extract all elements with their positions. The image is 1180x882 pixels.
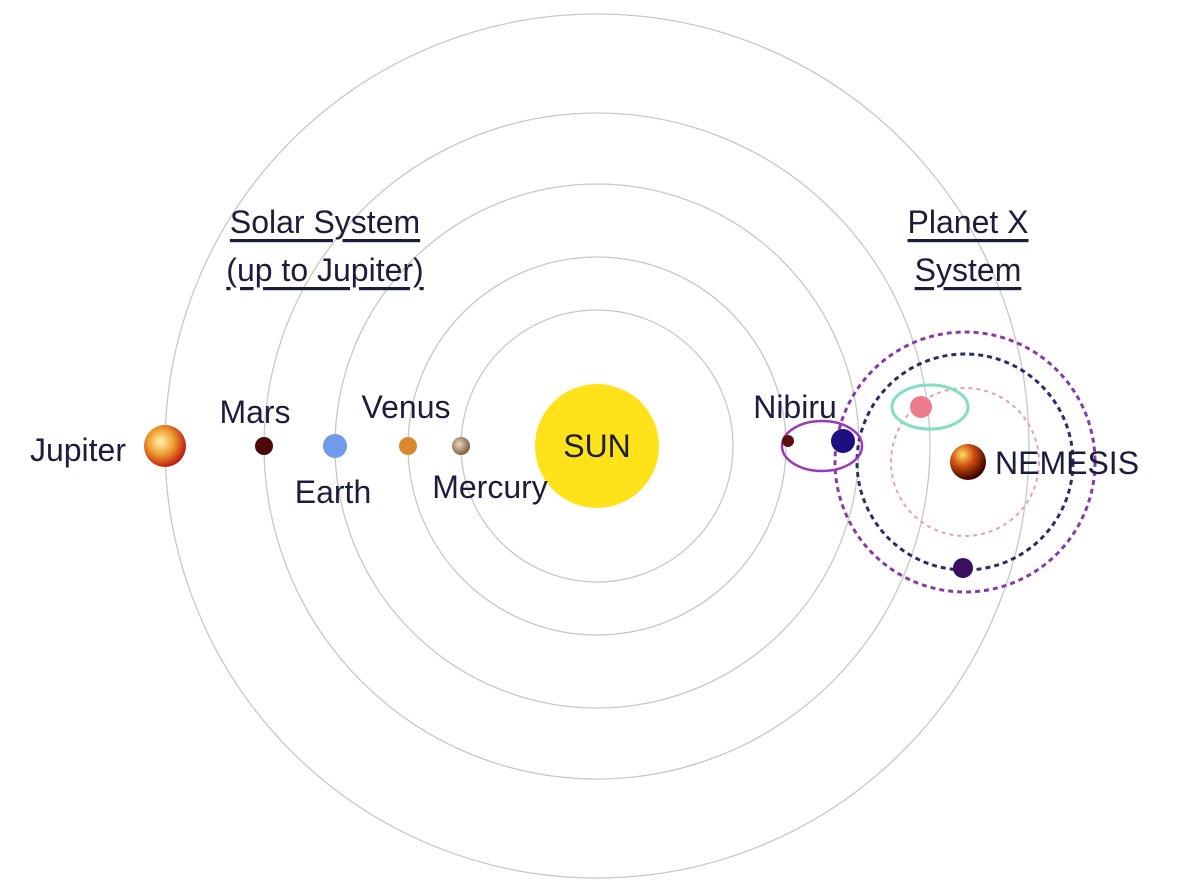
mars [255, 437, 273, 455]
jupiter [144, 425, 186, 467]
sun [535, 384, 659, 508]
orbit [890, 383, 970, 431]
heading: (up to Jupiter) [226, 252, 423, 288]
heading: Planet X [908, 204, 1029, 240]
label: Nibiru [753, 389, 837, 425]
label: Mercury [432, 469, 548, 505]
moon [782, 435, 794, 447]
orbit [833, 330, 1097, 594]
venus [399, 437, 417, 455]
orbit [855, 352, 1075, 572]
nemesis [950, 444, 986, 480]
label: Jupiter [30, 432, 126, 468]
heading: System [915, 252, 1022, 288]
nibiru [831, 429, 855, 453]
moon [910, 396, 932, 418]
mercury [452, 437, 470, 455]
label: Earth [295, 474, 371, 510]
earth [323, 434, 347, 458]
label: NEMESIS [995, 445, 1139, 481]
heading: Solar System [230, 204, 420, 240]
label: Venus [362, 389, 451, 425]
label: SUN [563, 428, 631, 464]
moon [953, 558, 973, 578]
planet-x-system [780, 330, 1097, 594]
orbit [780, 419, 864, 473]
orbit [890, 387, 1040, 537]
label: Mars [219, 394, 290, 430]
